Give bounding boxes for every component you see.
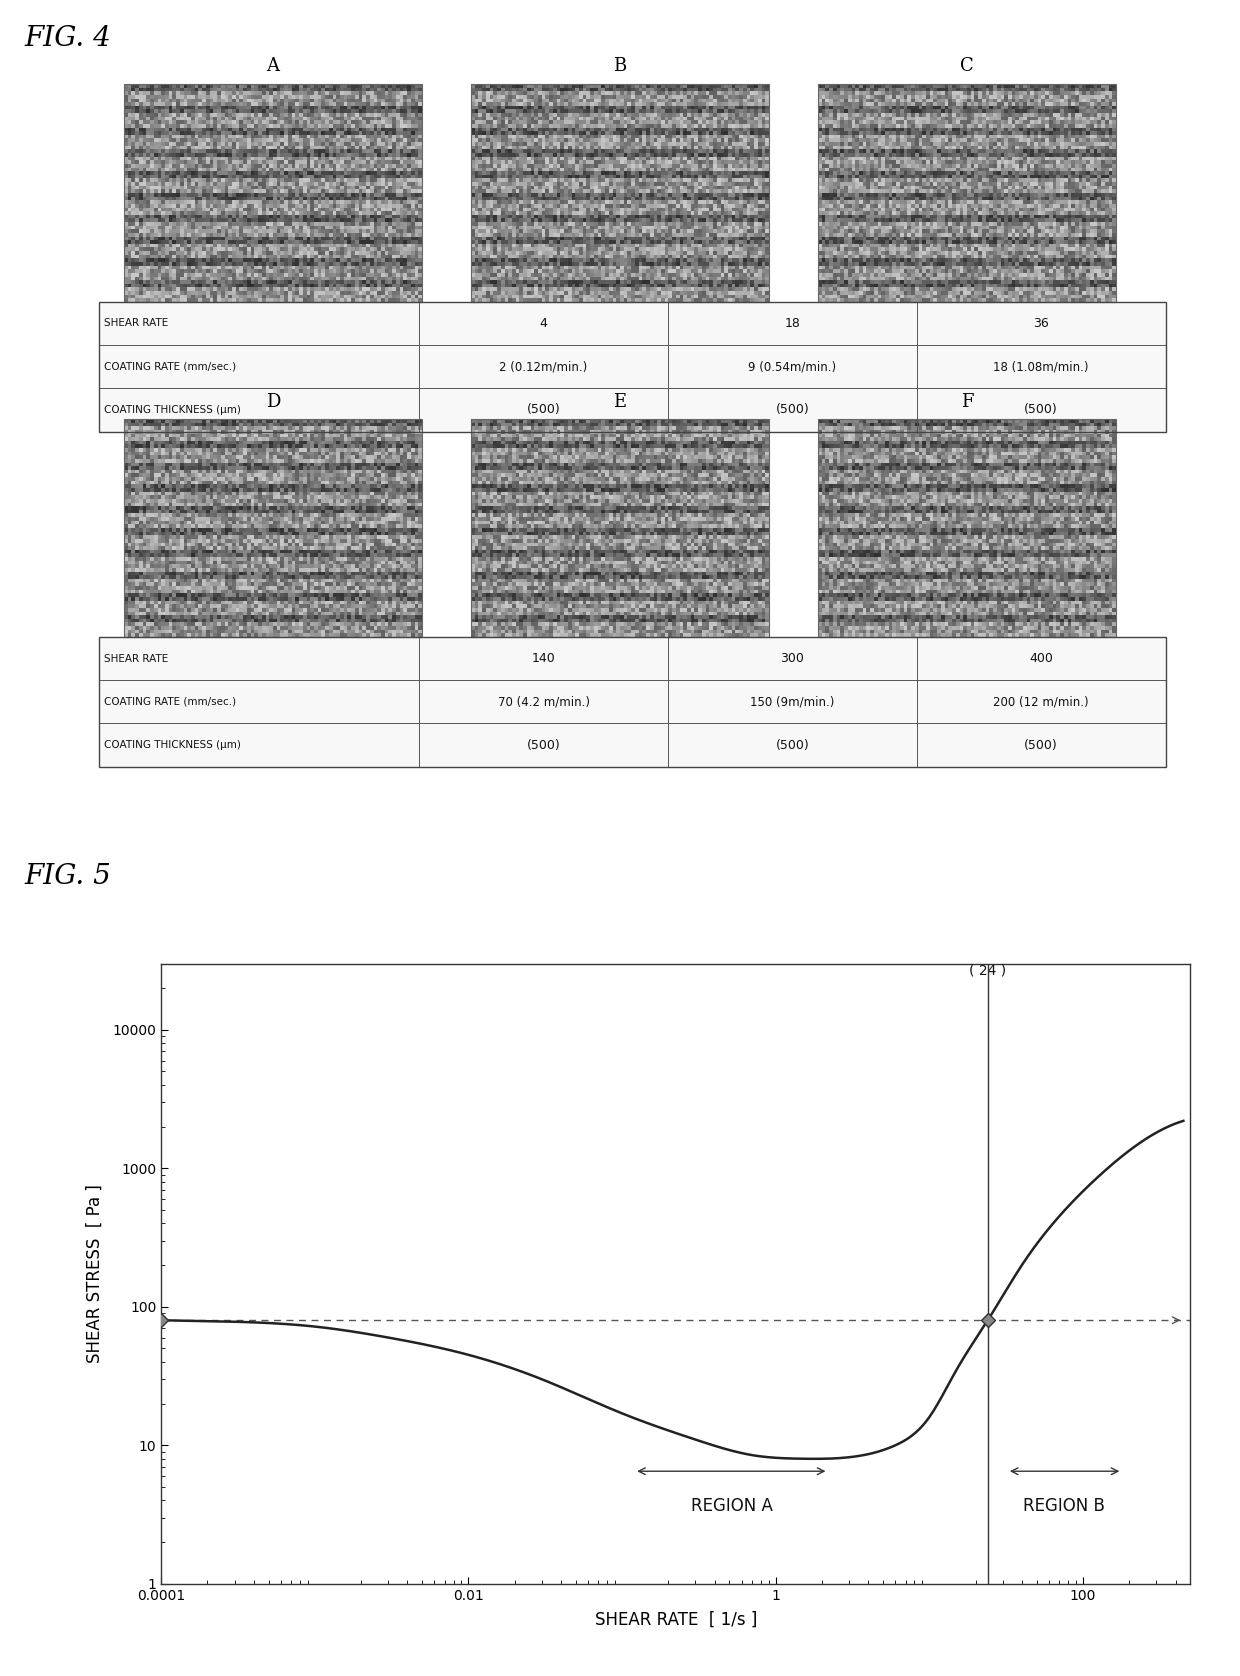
Text: B: B	[614, 57, 626, 75]
Bar	[818, 419, 1116, 637]
Text: (500): (500)	[527, 404, 560, 416]
Text: 9 (0.54m/min.): 9 (0.54m/min.)	[748, 360, 837, 374]
Bar	[471, 419, 769, 637]
Text: ( 24 ): ( 24 )	[970, 964, 1007, 977]
Text: 18: 18	[785, 317, 800, 330]
Text: 400: 400	[1029, 652, 1053, 665]
Text: C: C	[960, 57, 975, 75]
Text: E: E	[614, 392, 626, 411]
Text: FIG. 5: FIG. 5	[25, 863, 112, 890]
Bar	[471, 84, 769, 302]
Text: REGION B: REGION B	[1023, 1497, 1105, 1515]
Text: D: D	[265, 392, 280, 411]
Bar	[124, 84, 422, 302]
Text: SHEAR RATE: SHEAR RATE	[104, 654, 169, 664]
Text: FIG. 4: FIG. 4	[25, 25, 112, 52]
Text: REGION A: REGION A	[691, 1497, 773, 1515]
Text: (500): (500)	[775, 404, 810, 416]
Bar	[99, 637, 1166, 768]
Text: 36: 36	[1033, 317, 1049, 330]
Bar	[99, 302, 1166, 431]
Text: 70 (4.2 m/min.): 70 (4.2 m/min.)	[497, 696, 589, 709]
Text: (500): (500)	[1024, 739, 1058, 751]
Bar	[818, 84, 1116, 302]
Text: A: A	[267, 57, 279, 75]
X-axis label: SHEAR RATE  [ 1/s ]: SHEAR RATE [ 1/s ]	[595, 1611, 756, 1629]
Text: (500): (500)	[775, 739, 810, 751]
Text: 300: 300	[780, 652, 805, 665]
Text: 4: 4	[539, 317, 548, 330]
Text: 2 (0.12m/min.): 2 (0.12m/min.)	[500, 360, 588, 374]
Text: SHEAR RATE: SHEAR RATE	[104, 318, 169, 328]
Text: COATING THICKNESS (μm): COATING THICKNESS (μm)	[104, 741, 241, 751]
Text: 200 (12 m/min.): 200 (12 m/min.)	[993, 696, 1089, 709]
Text: COATING THICKNESS (μm): COATING THICKNESS (μm)	[104, 406, 241, 416]
Bar	[124, 419, 422, 637]
Bar	[99, 302, 1166, 431]
Text: (500): (500)	[1024, 404, 1058, 416]
Text: COATING RATE (mm/sec.): COATING RATE (mm/sec.)	[104, 697, 237, 707]
Bar	[99, 637, 1166, 768]
Text: 140: 140	[532, 652, 556, 665]
Y-axis label: SHEAR STRESS  [ Pa ]: SHEAR STRESS [ Pa ]	[86, 1185, 104, 1363]
Text: F: F	[961, 392, 973, 411]
Text: 18 (1.08m/min.): 18 (1.08m/min.)	[993, 360, 1089, 374]
Text: 150 (9m/min.): 150 (9m/min.)	[750, 696, 835, 709]
Text: COATING RATE (mm/sec.): COATING RATE (mm/sec.)	[104, 362, 237, 372]
Text: (500): (500)	[527, 739, 560, 751]
